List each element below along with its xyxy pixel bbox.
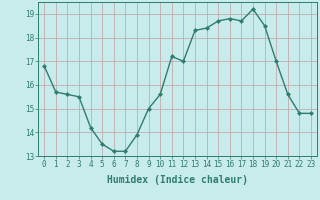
- X-axis label: Humidex (Indice chaleur): Humidex (Indice chaleur): [107, 175, 248, 185]
